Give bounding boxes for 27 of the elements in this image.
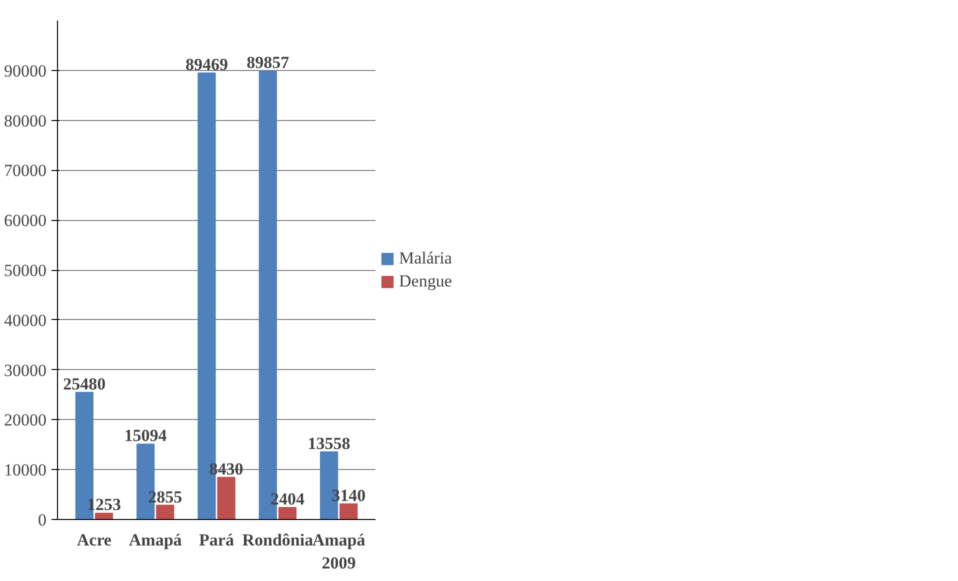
legend-label: Malária (399, 248, 453, 268)
y-tick-label: 30000 (4, 360, 46, 380)
y-tick-label: 0 (38, 510, 46, 530)
y-tick-label: 50000 (4, 261, 46, 280)
x-tick-label: Pará (199, 530, 234, 550)
data-label: 25480 (63, 374, 106, 394)
bar (156, 504, 174, 520)
bar (94, 512, 114, 520)
y-tick-label: 20000 (4, 410, 46, 430)
y-tick-label: 90000 (4, 61, 46, 80)
x-tick-label: Rondônia (242, 530, 314, 550)
bar (217, 476, 236, 520)
bar (278, 507, 296, 520)
y-tick-label: 60000 (4, 211, 46, 230)
y-tick-label: 10000 (4, 460, 46, 480)
data-label: 15094 (124, 426, 168, 446)
y-tick-label: 70000 (4, 161, 46, 180)
bar (340, 503, 358, 520)
x-tick-label: Amapá (128, 530, 182, 550)
data-label: 89857 (246, 53, 290, 72)
data-label: 89469 (185, 55, 228, 74)
data-label: 13558 (308, 434, 350, 453)
y-tick-label: 40000 (4, 310, 46, 330)
x-tick-label: Amapá 2009 (312, 530, 366, 572)
y-tick-label: 80000 (4, 111, 46, 130)
legend-label: Dengue (399, 271, 453, 291)
x-tick-label: Acre (76, 530, 112, 550)
